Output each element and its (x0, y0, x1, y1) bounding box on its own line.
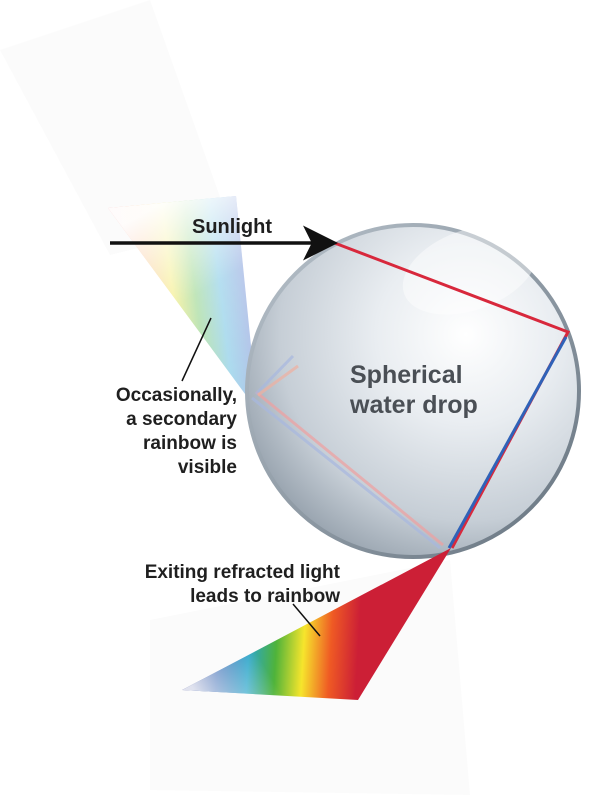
primary-ray-blue-exit (447, 336, 568, 549)
exit-rainbow-fade (182, 548, 451, 700)
sunlight-label: Sunlight (192, 216, 272, 238)
background-panel (0, 0, 230, 255)
secondary-ray-blue (251, 396, 441, 550)
primary-ray-red (331, 240, 571, 549)
exit-leader-line (292, 603, 321, 637)
secondary-rainbow-fade (108, 196, 256, 398)
secondary-label-line2: a secondary (126, 409, 237, 430)
secondary-ray-stub2 (257, 364, 299, 397)
secondary-label-line3: rainbow is (143, 433, 237, 454)
secondary-leader-line (181, 317, 212, 382)
drop-label-line1: Spherical (350, 361, 463, 389)
secondary-ray-red (255, 390, 444, 547)
exit-label-line1: Exiting refracted light (145, 562, 341, 583)
water-drop (245, 223, 581, 559)
secondary-label-line1: Occasionally, (116, 385, 237, 406)
drop-highlight (402, 225, 538, 315)
drop-label-line2: water drop (349, 391, 478, 419)
secondary-ray-stub1 (254, 354, 295, 396)
exit-label-line2: leads to rainbow (190, 586, 340, 607)
secondary-label-line4: visible (178, 457, 237, 478)
